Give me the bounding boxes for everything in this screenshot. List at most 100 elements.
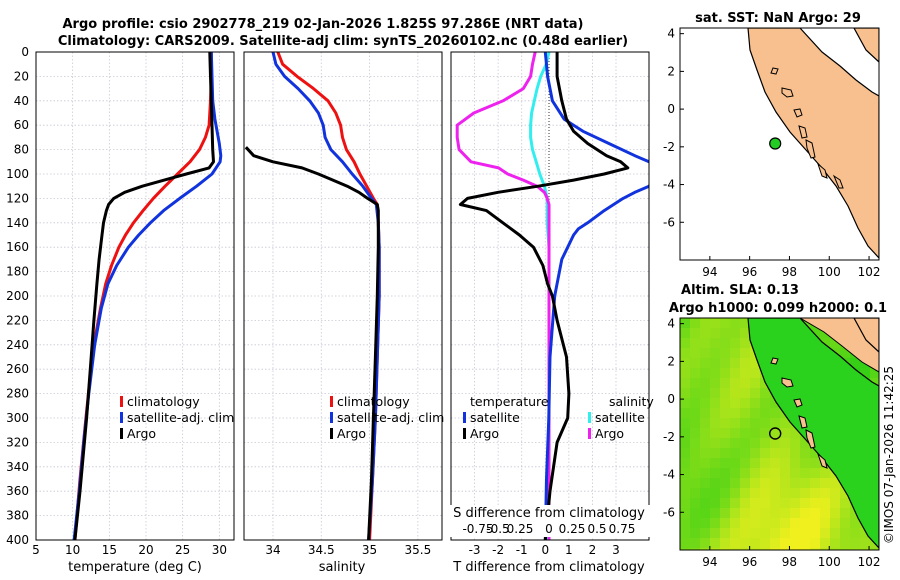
sla-cell: [750, 498, 760, 508]
sla-cell: [680, 388, 690, 398]
sla-cell: [760, 398, 770, 408]
legend-label-climatology: climatology: [337, 394, 410, 409]
y-tick-label: 260: [6, 362, 29, 376]
x-tick-label: 34.5: [308, 543, 335, 557]
sla-cell: [690, 428, 700, 438]
sla-cell: [860, 548, 870, 550]
legend-label-t-satellite: satellite: [470, 410, 520, 425]
sla-cell: [730, 488, 740, 498]
sla-cell: [700, 508, 710, 518]
sla-cell: [770, 438, 780, 448]
island: [793, 108, 803, 118]
sla-cell: [710, 528, 720, 538]
sla-cell: [690, 358, 700, 368]
sla-cell: [730, 518, 740, 528]
sla-cell: [730, 468, 740, 478]
sla-cell: [700, 488, 710, 498]
sla-cell: [680, 338, 690, 348]
sla-cell: [690, 468, 700, 478]
y-tick-label: 340: [6, 460, 29, 474]
temperature-xlabel: temperature (deg C): [68, 560, 202, 575]
x-tick-label: 100: [818, 265, 841, 279]
sla-cell: [810, 508, 820, 518]
sla-cell: [740, 508, 750, 518]
island: [798, 125, 808, 139]
sla-cell: [870, 368, 879, 378]
sla-cell: [690, 518, 700, 528]
sla-cell: [760, 468, 770, 478]
sla-cell: [810, 538, 820, 548]
sla-cell: [710, 378, 720, 388]
y-tick-label: -4: [663, 178, 675, 192]
sla-cell: [710, 398, 720, 408]
sla-cell: [800, 488, 810, 498]
sla-cell: [800, 498, 810, 508]
sla-cell: [690, 458, 700, 468]
island: [816, 452, 828, 469]
sla-cell: [750, 388, 760, 398]
sla-cell: [750, 408, 760, 418]
sla-cell: [690, 478, 700, 488]
sla-cell: [780, 508, 790, 518]
y-tick-label: 40: [14, 94, 29, 108]
sla-cell: [750, 398, 760, 408]
sla-cell: [750, 438, 760, 448]
sla-cell: [720, 538, 730, 548]
sla-cell: [700, 438, 710, 448]
sla-cell: [730, 328, 740, 338]
sla-cell: [840, 548, 850, 550]
sla-cell: [740, 358, 750, 368]
credit-stamp: ©IMOS 07-Jan-2026 11:42:25: [882, 366, 896, 544]
sla-cell: [750, 478, 760, 488]
sla-cell: [730, 538, 740, 548]
y-tick-label: 120: [6, 191, 29, 205]
series-line-s-argo: [455, 52, 551, 540]
salinity-legend: climatology satellite-adj. clim Argo: [330, 394, 444, 441]
sla-cell: [760, 438, 770, 448]
sla-cell: [730, 378, 740, 388]
sla-cell: [690, 338, 700, 348]
y-tick-label: -2: [663, 140, 675, 154]
sla-cell: [680, 418, 690, 428]
sla-cell: [690, 398, 700, 408]
salinity-xlabel: salinity: [319, 560, 366, 575]
s-tick-label: 0: [545, 522, 553, 536]
sla-cell: [710, 408, 720, 418]
y-tick-label: 380: [6, 509, 29, 523]
sla-cell: [710, 478, 720, 488]
sla-cell: [840, 348, 850, 358]
sla-cell: [680, 548, 690, 550]
legend-swatch-climatology: [330, 396, 333, 407]
sla-cell: [700, 368, 710, 378]
salinity-axis-labels: 34 34.5 35 35.5: [265, 543, 431, 557]
sla-cell: [720, 358, 730, 368]
sla-cell: [730, 398, 740, 408]
sla-cell: [720, 448, 730, 458]
sla-cell: [710, 538, 720, 548]
sla-cell: [810, 478, 820, 488]
sla-cell: [680, 428, 690, 438]
legend-swatch-t-satellite: [463, 412, 466, 423]
sla-cell: [690, 538, 700, 548]
y-tick-label: 100: [6, 167, 29, 181]
sla-cell: [710, 548, 720, 550]
sla-cell: [680, 518, 690, 528]
sla-cell: [720, 478, 730, 488]
s-axis-background: [449, 505, 652, 537]
s-difference-axis-labels: -0.75-0.50.25 0 0.25 0.5 0.75: [462, 522, 635, 536]
sla-cell: [690, 498, 700, 508]
sla-cell: [730, 408, 740, 418]
sla-cell: [820, 508, 830, 518]
sst-map-axis-labels: 94 96 98 100 102 -6 -4 -2 0 2 4: [663, 27, 880, 279]
y-tick-label: 300: [6, 411, 29, 425]
sla-cell: [720, 468, 730, 478]
legend-swatch-satellite: [120, 412, 123, 423]
y-tick-label: -6: [663, 215, 675, 229]
sla-cell: [780, 478, 790, 488]
sla-cell: [760, 518, 770, 528]
sla-cell: [790, 508, 800, 518]
sla-cell: [720, 428, 730, 438]
island: [805, 429, 816, 449]
sla-map-frame: [679, 317, 880, 551]
sla-cell: [760, 418, 770, 428]
